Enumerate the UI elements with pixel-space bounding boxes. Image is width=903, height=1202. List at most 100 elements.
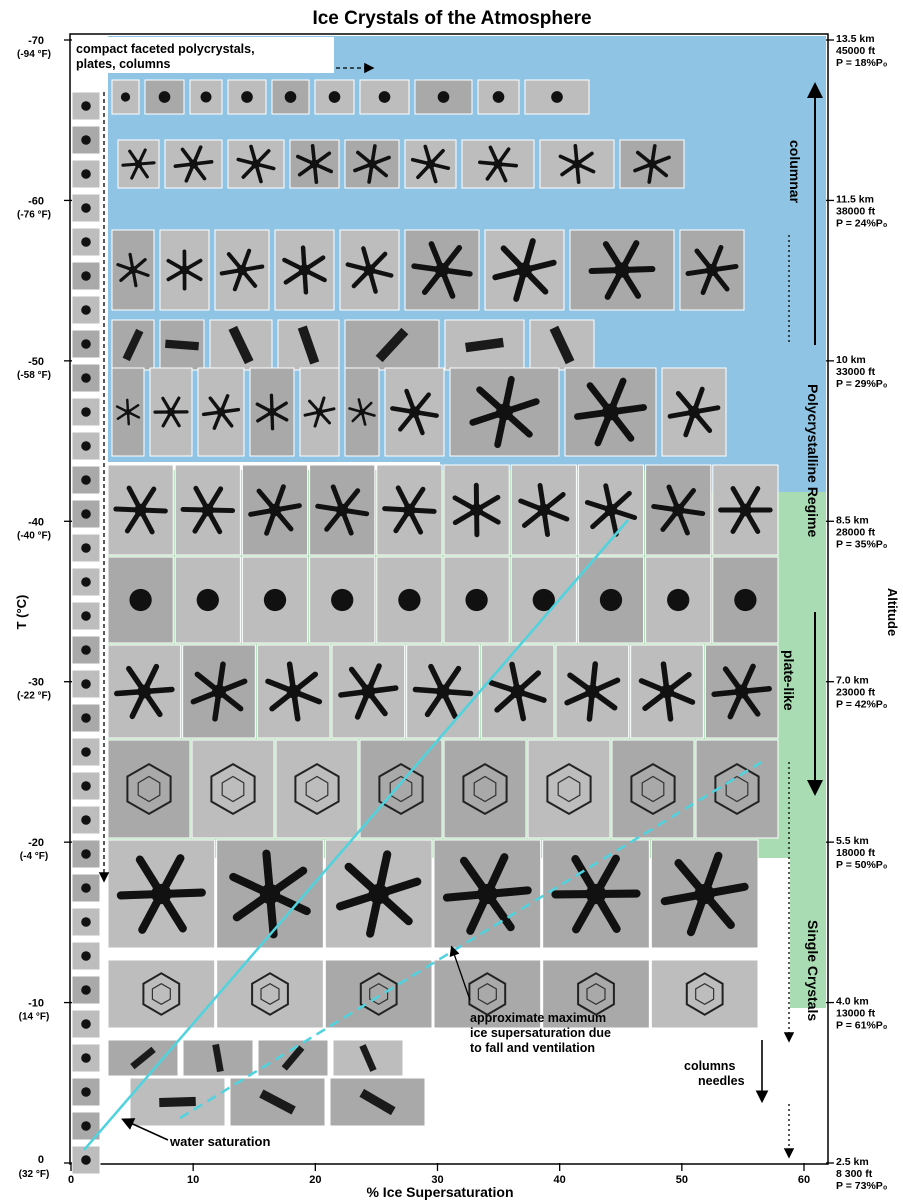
- x-tick-label: 20: [309, 1174, 321, 1186]
- crystal-image: [201, 394, 241, 430]
- altitude-km: 5.5 km: [836, 835, 869, 847]
- crystal-image: [331, 588, 354, 612]
- crystal-photo: [324, 959, 433, 1029]
- crystal-image: [359, 1044, 377, 1072]
- maxsat-line3: to fall and ventilation: [470, 1041, 595, 1055]
- compact-label-line2: plates, columns: [76, 57, 171, 71]
- crystal-image: [284, 91, 297, 103]
- y-tick-label: -10: [28, 998, 44, 1010]
- crystal-image: [251, 972, 289, 1016]
- crystal-image: [718, 486, 773, 534]
- crystal-image: [588, 240, 656, 300]
- crystal-image: [660, 851, 749, 937]
- altitude-pressure: P = 35%P₀: [836, 538, 888, 550]
- crystal-image: [633, 144, 671, 184]
- crystal-image: [241, 91, 253, 103]
- crystal-photo: [611, 739, 695, 839]
- crystal-image: [546, 762, 592, 816]
- crystal-image: [142, 972, 181, 1016]
- figure-title: Ice Crystals of the Atmosphere: [312, 8, 591, 29]
- crystal-image: [81, 1121, 91, 1131]
- x-tick-label: 60: [798, 1174, 810, 1186]
- crystal-image: [113, 485, 168, 535]
- crystal-photo: [695, 739, 779, 839]
- x-tick-label: 30: [431, 1174, 443, 1186]
- crystal-image: [165, 339, 199, 351]
- temperature-axis: -70 (-94 °F) -60 (-76 °F) -50 (-58 °F) -40 (-40…: [17, 35, 72, 1180]
- crystal-image: [551, 854, 641, 934]
- crystal-image: [303, 396, 336, 428]
- crystal-image: [81, 543, 91, 553]
- compact-label-bg: [72, 37, 334, 73]
- crystal-image: [166, 249, 203, 291]
- altitude-km: 2.5 km: [836, 1156, 869, 1168]
- crystal-image: [81, 203, 91, 213]
- y-tick-label: 0: [38, 1154, 44, 1166]
- crystal-photo-mosaic: [71, 79, 779, 1175]
- crystal-image: [219, 248, 265, 292]
- altitude-pressure: P = 18%P₀: [836, 57, 888, 69]
- crystal-photo: [433, 959, 542, 1029]
- y-tick-label: -50: [28, 356, 44, 368]
- crystal-image: [667, 588, 690, 612]
- crystal-image: [328, 91, 341, 103]
- crystal-image: [81, 1019, 91, 1029]
- y-tick-label-f: (-58 °F): [17, 370, 51, 381]
- crystal-image: [411, 241, 473, 299]
- crystal-image: [81, 373, 91, 383]
- columnar-label: columnar: [787, 140, 803, 204]
- crystal-photo: [542, 959, 650, 1029]
- crystal-image: [229, 849, 311, 939]
- altitude-pressure: P = 61%P₀: [836, 1020, 888, 1032]
- crystal-image: [158, 91, 171, 103]
- crystal-image: [81, 1053, 91, 1063]
- crystal-image: [81, 407, 91, 417]
- y-tick-label-f: (-40 °F): [17, 530, 51, 541]
- altitude-pressure: P = 29%P₀: [836, 378, 888, 390]
- crystal-image: [478, 145, 518, 183]
- crystal-image: [465, 337, 504, 353]
- altitude-pressure: P = 50%P₀: [836, 859, 888, 871]
- crystal-image: [81, 577, 91, 587]
- crystal-image: [630, 762, 676, 816]
- y-tick-label-f: (-22 °F): [17, 691, 51, 702]
- crystal-image: [345, 246, 394, 294]
- crystal-image: [338, 663, 399, 720]
- crystal-image: [734, 588, 757, 612]
- altitude-pressure: P = 73%P₀: [836, 1180, 888, 1192]
- crystal-image: [685, 972, 724, 1016]
- x-axis-label: % Ice Supersaturation: [366, 1184, 513, 1200]
- crystal-image: [81, 883, 91, 893]
- platelike-label: plate-like: [781, 650, 797, 711]
- crystal-image: [375, 327, 409, 363]
- crystal-image: [159, 1096, 196, 1108]
- crystal-photo: [191, 739, 275, 839]
- crystal-image: [121, 148, 156, 180]
- crystal-image: [153, 396, 189, 428]
- crystal-image: [190, 661, 248, 722]
- crystal-image: [81, 849, 91, 859]
- crystal-image: [532, 588, 555, 612]
- altitude-ft: 38000 ft: [836, 205, 876, 217]
- crystal-image: [452, 482, 501, 538]
- crystal-image: [359, 1088, 396, 1116]
- supersaturation-axis: 0 10 20 30 40 50 60: [68, 1163, 810, 1186]
- crystal-image: [336, 850, 422, 938]
- crystal-image: [81, 1087, 91, 1097]
- columns-label: columns: [684, 1059, 735, 1073]
- needles-label: needles: [698, 1074, 745, 1088]
- crystal-image: [81, 509, 91, 519]
- x-tick-label: 50: [676, 1174, 688, 1186]
- crystal-image: [126, 762, 172, 816]
- crystal-image: [315, 484, 370, 536]
- crystal-image: [81, 747, 91, 757]
- crystal-image: [549, 325, 575, 365]
- crystal-photo: [107, 739, 191, 839]
- crystal-photo: [216, 959, 324, 1029]
- y-tick-label: -40: [28, 516, 44, 528]
- crystal-image: [651, 484, 706, 536]
- altitude-pressure: P = 42%P₀: [836, 699, 888, 711]
- right-axis-label: Altitude: [885, 588, 900, 636]
- max-supersaturation-line: [179, 758, 766, 1120]
